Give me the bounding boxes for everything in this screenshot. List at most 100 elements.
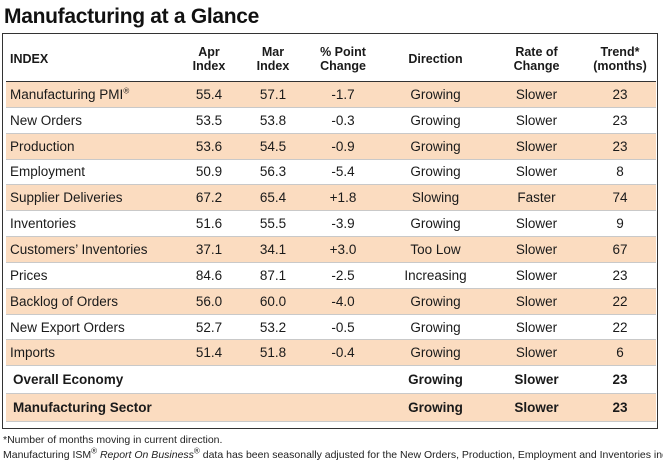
mar-index-value: 51.8 [242, 339, 304, 367]
trend-value: 23 [584, 81, 656, 108]
apr-index-value: 56.0 [176, 288, 242, 315]
index-name: Inventories [6, 210, 176, 238]
point-change-value: -0.5 [304, 314, 382, 341]
empty-cell [176, 393, 242, 423]
footnote-seasonal: Manufacturing ISM® Report On Business® d… [3, 446, 663, 461]
trend-value: 67 [584, 236, 656, 263]
point-change-value: -0.3 [304, 107, 382, 134]
table-row: Supplier Deliveries 67.2 65.4 +1.8 Slowing Fa… [6, 184, 656, 212]
direction-value: Growing [382, 339, 489, 367]
rate-of-change-value: Slower [489, 81, 584, 108]
table-row: Customers’ Inventories 37.1 34.1 +3.0 Too Lo… [6, 236, 656, 263]
summary-row: Manufacturing Sector Growing Slower 23 [6, 393, 656, 423]
header-trend: Trend* (months) [584, 36, 656, 82]
table-frame [2, 33, 658, 429]
summary-direction: Growing [382, 393, 489, 423]
trend-value: 8 [584, 159, 656, 186]
apr-index-value: 53.5 [176, 107, 242, 134]
summary-name: Overall Economy [6, 365, 176, 395]
apr-index-value: 51.6 [176, 210, 242, 238]
trend-value: 6 [584, 339, 656, 367]
rate-of-change-value: Slower [489, 339, 584, 367]
apr-index-value: 84.6 [176, 262, 242, 289]
manufacturing-table: INDEX Apr Index Mar Index % Point Change Di… [6, 36, 656, 423]
direction-value: Growing [382, 81, 489, 108]
index-name: Employment [6, 159, 176, 186]
rate-of-change-value: Slower [489, 262, 584, 289]
header-direction: Direction [382, 36, 489, 82]
page-title: Manufacturing at a Glance [4, 5, 260, 28]
index-name: New Export Orders [6, 314, 176, 341]
direction-value: Increasing [382, 262, 489, 289]
empty-cell [242, 393, 304, 423]
empty-cell [304, 365, 382, 395]
apr-index-value: 51.4 [176, 339, 242, 367]
apr-index-value: 55.4 [176, 81, 242, 108]
trend-value: 9 [584, 210, 656, 238]
apr-index-value: 37.1 [176, 236, 242, 263]
mar-index-value: 56.3 [242, 159, 304, 186]
point-change-value: -1.7 [304, 81, 382, 108]
point-change-value: -4.0 [304, 288, 382, 315]
header-rate-of-change: Rate of Change [489, 36, 584, 82]
apr-index-value: 50.9 [176, 159, 242, 186]
point-change-value: -3.9 [304, 210, 382, 238]
apr-index-value: 67.2 [176, 184, 242, 212]
point-change-value: -5.4 [304, 159, 382, 186]
index-name: Supplier Deliveries [6, 184, 176, 212]
mar-index-value: 53.2 [242, 314, 304, 341]
table-row: Employment 50.9 56.3 -5.4 Growing Slower 8 [6, 159, 656, 186]
index-name: Prices [6, 262, 176, 289]
direction-value: Growing [382, 314, 489, 341]
header-mar-index: Mar Index [242, 36, 304, 82]
index-name: Customers’ Inventories [6, 236, 176, 263]
point-change-value: -0.4 [304, 339, 382, 367]
rate-of-change-value: Slower [489, 107, 584, 134]
trend-value: 23 [584, 107, 656, 134]
empty-cell [242, 365, 304, 395]
empty-cell [304, 393, 382, 423]
table-row: Inventories 51.6 55.5 -3.9 Growing Slower 9 [6, 210, 656, 238]
direction-value: Growing [382, 159, 489, 186]
index-name: Backlog of Orders [6, 288, 176, 315]
summary-trend: 23 [584, 393, 656, 423]
footnote-trend: *Number of months moving in current dire… [3, 434, 223, 446]
empty-cell [176, 365, 242, 395]
mar-index-value: 34.1 [242, 236, 304, 263]
direction-value: Slowing [382, 184, 489, 212]
trend-value: 22 [584, 314, 656, 341]
direction-value: Growing [382, 133, 489, 160]
trend-value: 74 [584, 184, 656, 212]
rate-of-change-value: Faster [489, 184, 584, 212]
summary-direction: Growing [382, 365, 489, 395]
rate-of-change-value: Slower [489, 159, 584, 186]
direction-value: Growing [382, 210, 489, 238]
mar-index-value: 65.4 [242, 184, 304, 212]
header-index: INDEX [6, 36, 176, 82]
index-name: Imports [6, 339, 176, 367]
summary-rate: Slower [489, 393, 584, 423]
table-row: Prices 84.6 87.1 -2.5 Increasing Slower 23 [6, 262, 656, 289]
header-point-change: % Point Change [304, 36, 382, 82]
apr-index-value: 53.6 [176, 133, 242, 160]
table-row: New Export Orders 52.7 53.2 -0.5 Growing Slow… [6, 314, 656, 341]
mar-index-value: 55.5 [242, 210, 304, 238]
header-apr-index: Apr Index [176, 36, 242, 82]
apr-index-value: 52.7 [176, 314, 242, 341]
index-name: Production [6, 133, 176, 160]
summary-name: Manufacturing Sector [6, 393, 176, 423]
mar-index-value: 57.1 [242, 81, 304, 108]
table-row: Backlog of Orders 56.0 60.0 -4.0 Growing Slow… [6, 288, 656, 315]
direction-value: Growing [382, 107, 489, 134]
point-change-value: +3.0 [304, 236, 382, 263]
rate-of-change-value: Slower [489, 314, 584, 341]
header-row: INDEX Apr Index Mar Index % Point Change Di… [6, 36, 656, 82]
direction-value: Too Low [382, 236, 489, 263]
mar-index-value: 87.1 [242, 262, 304, 289]
summary-row: Overall Economy Growing Slower 23 [6, 365, 656, 395]
rate-of-change-value: Slower [489, 288, 584, 315]
table-row: Imports 51.4 51.8 -0.4 Growing Slower 6 [6, 339, 656, 367]
rate-of-change-value: Slower [489, 133, 584, 160]
trend-value: 23 [584, 262, 656, 289]
summary-rate: Slower [489, 365, 584, 395]
